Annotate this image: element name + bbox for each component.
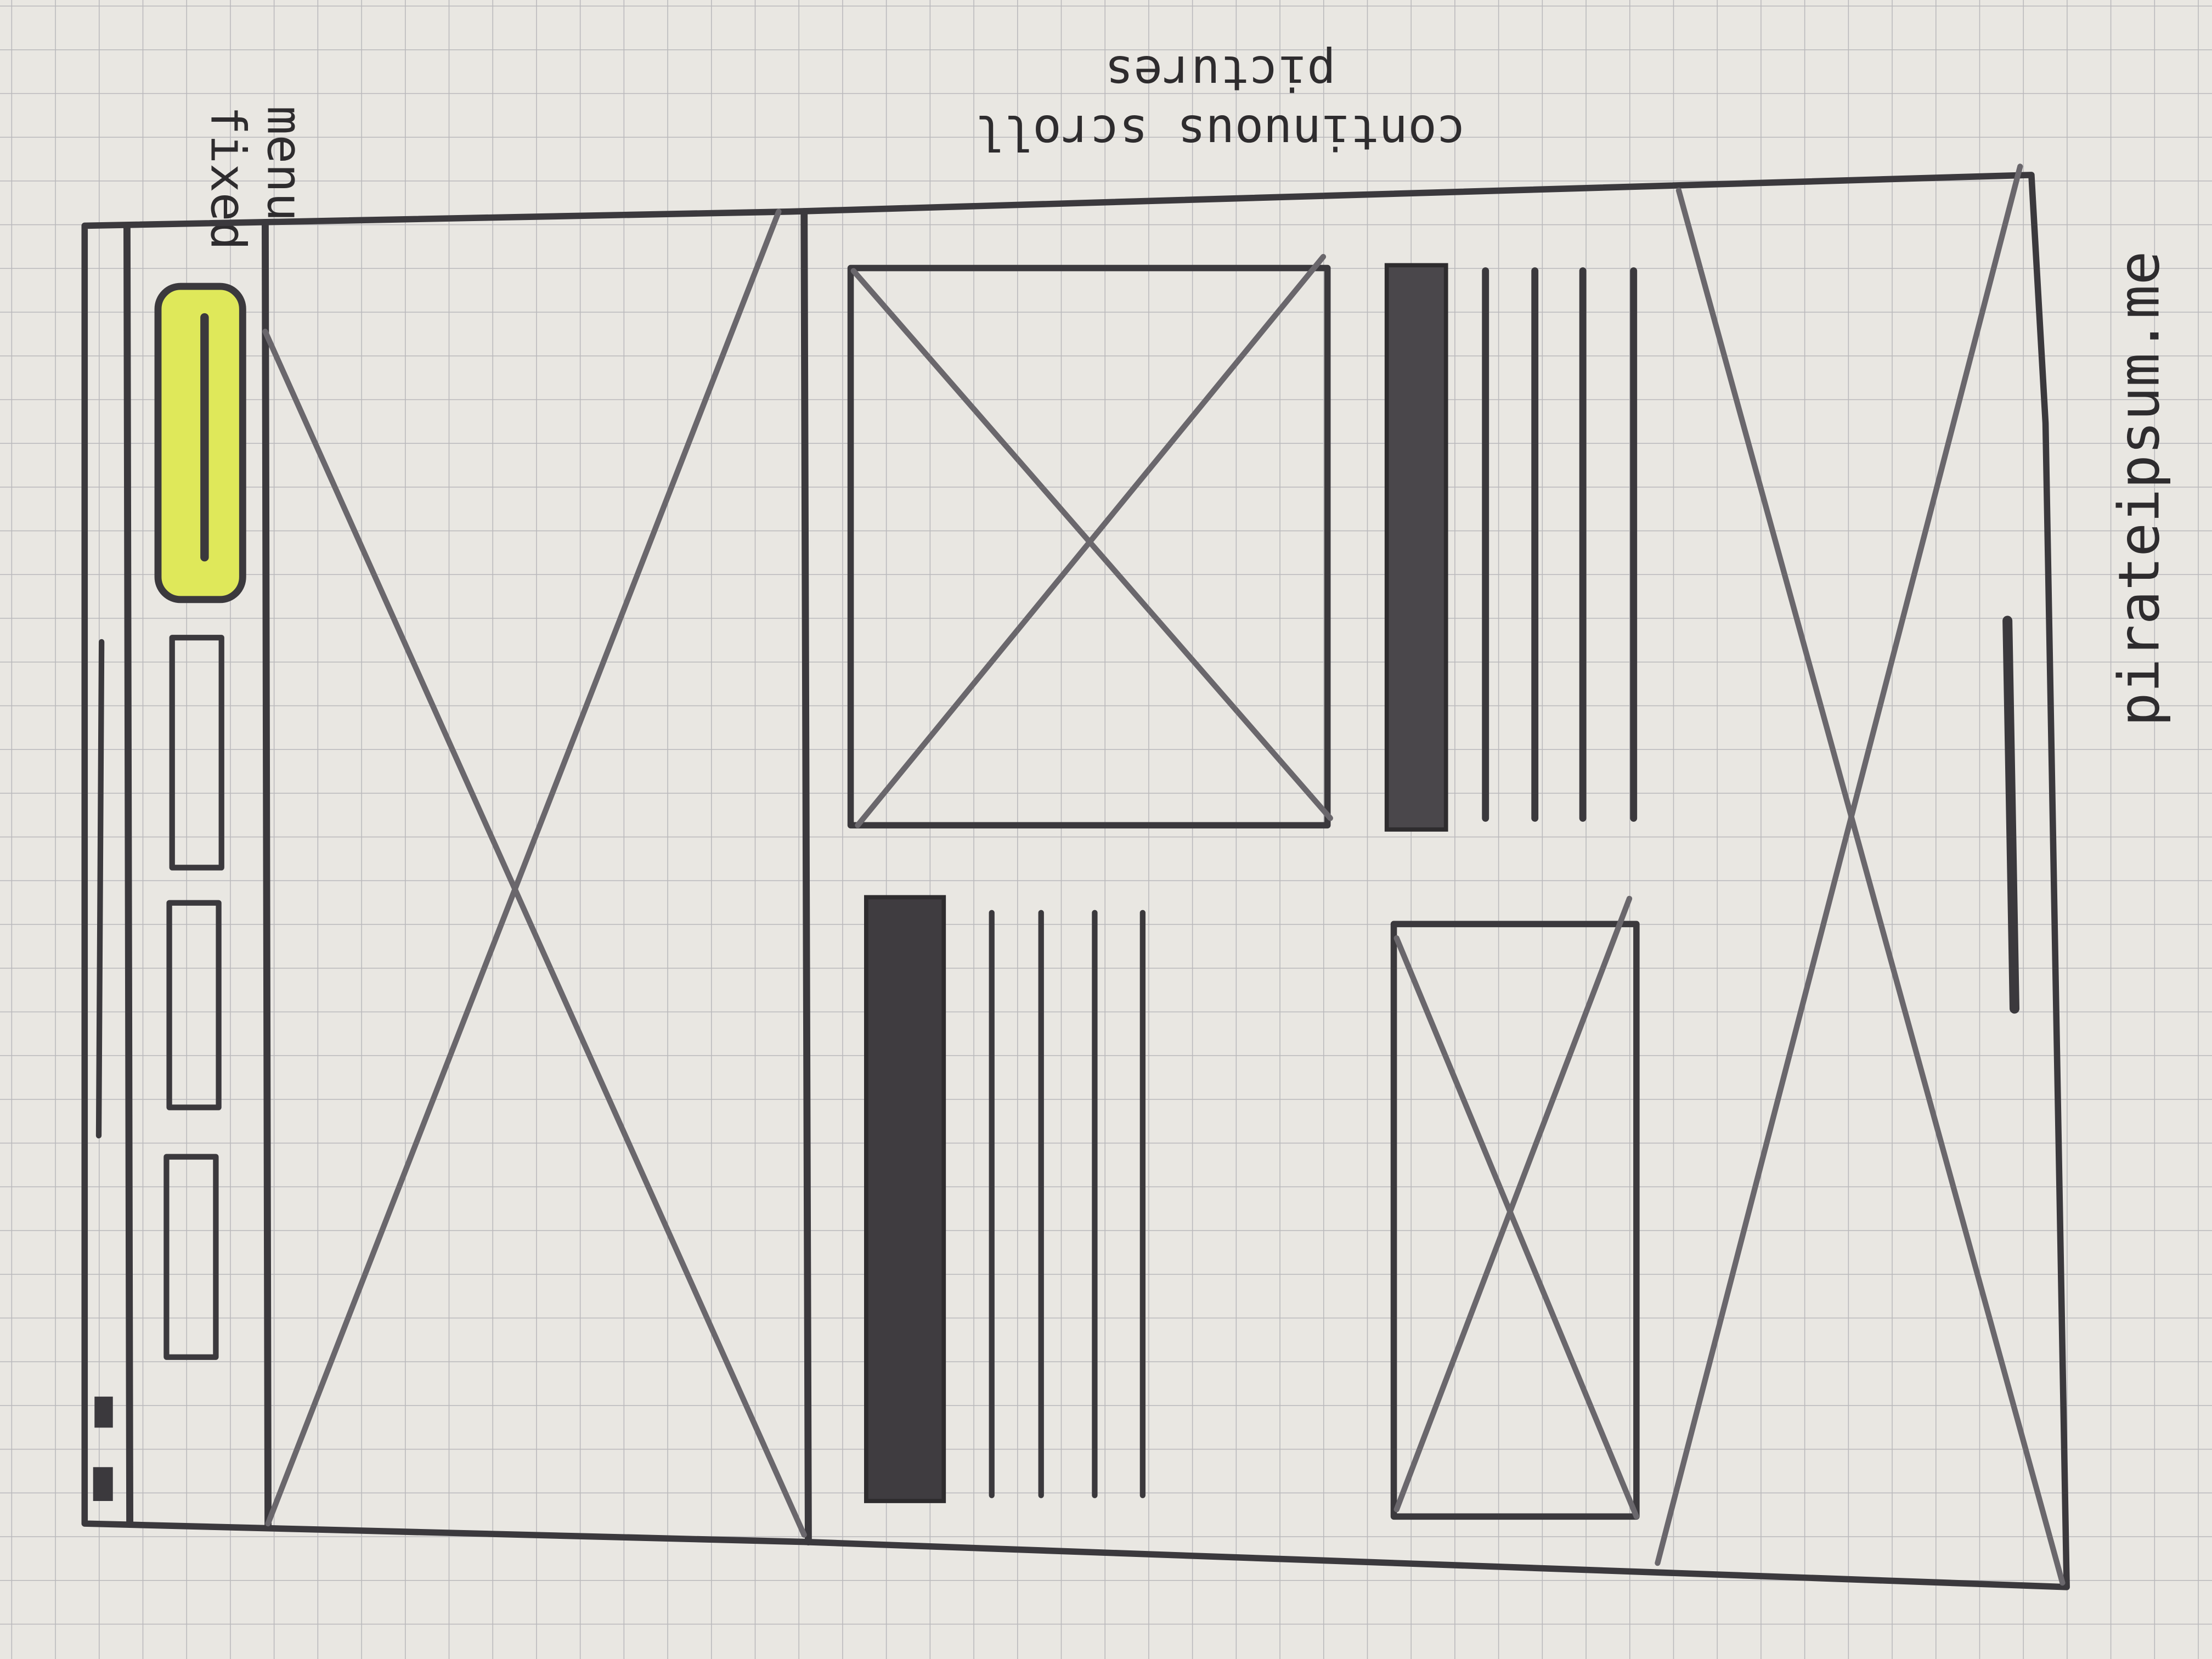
heading-bar [1384, 263, 1448, 832]
menu-item [169, 635, 224, 871]
site-note: pirateipsum.me [2107, 251, 2172, 726]
fixed-menu-note: fixed menu [200, 106, 313, 250]
note-line: menu [257, 106, 313, 222]
panel-divider [800, 208, 812, 1546]
picture-cross [1655, 163, 2023, 1566]
frame [81, 172, 2070, 1590]
icon [94, 1396, 113, 1428]
scroll-note: continuous scroll pictures [975, 45, 1466, 160]
scroll-indicator [2002, 616, 2020, 1014]
picture-cross [1393, 935, 1640, 1520]
picture-box [1390, 921, 1640, 1520]
scroll-track [95, 639, 105, 1139]
note-line: continuous scroll [975, 104, 1466, 160]
strip-divider [262, 219, 272, 1530]
note-line: fixed [200, 106, 256, 250]
menu-item [166, 900, 222, 1110]
picture-cross [262, 329, 807, 1538]
icon [93, 1467, 113, 1501]
menu-item [163, 1154, 219, 1360]
picture-box [847, 264, 1331, 829]
strip-divider [123, 222, 133, 1527]
picture-cross [1393, 895, 1633, 1513]
picture-cross [855, 253, 1327, 828]
note-line: pictures [1105, 45, 1336, 101]
heading-bar [864, 895, 946, 1503]
picture-cross [265, 208, 782, 1527]
picture-cross [1675, 188, 2066, 1586]
picture-cross [850, 268, 1334, 821]
